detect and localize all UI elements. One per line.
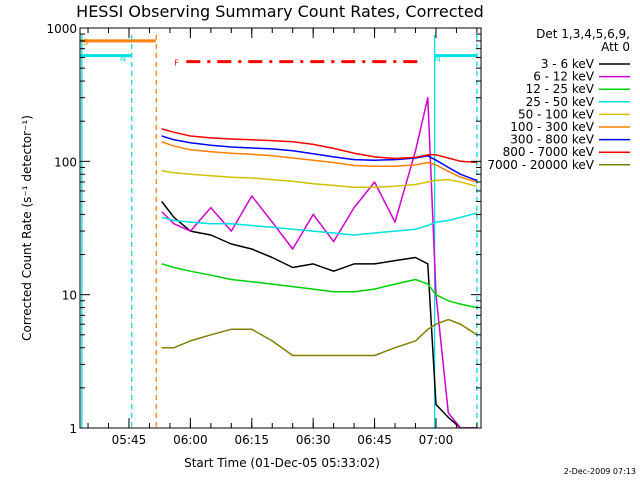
chart-title: HESSI Observing Summary Count Rates, Cor… (76, 2, 484, 21)
series-line-8 (161, 318, 478, 357)
series-line-3 (161, 212, 478, 236)
y-tick-label: 1 (69, 422, 77, 436)
x-tick-label: 06:15 (234, 433, 269, 447)
y-tick-label: 1000 (46, 22, 77, 36)
x-tick-label: 06:30 (296, 433, 331, 447)
y-tick-label: 100 (54, 155, 77, 169)
x-tick-label: 06:45 (357, 433, 392, 447)
series-line-6 (161, 135, 478, 182)
legend-label-7: 800 - 7000 keV (503, 145, 595, 159)
legend-label-2: 12 - 25 keV (526, 82, 595, 96)
x-tick-label: 05:45 (112, 433, 147, 447)
y-axis-label: Corrected Count Rate (s⁻¹ detector⁻¹) (20, 115, 34, 341)
series-line-7 (161, 128, 477, 164)
y-axis: 1 10 100 1000 (46, 22, 481, 436)
x-tick-label: 07:00 (419, 433, 454, 447)
legend-label-0: 3 - 6 keV (541, 57, 595, 71)
series-line-2 (161, 263, 478, 309)
flag-label-F: F (174, 59, 179, 68)
legend-label-3: 25 - 50 keV (526, 95, 595, 109)
footer-date: 2-Dec-2009 07:13 (564, 467, 636, 476)
series-line-5 (161, 141, 478, 183)
legend-label-1: 6 - 12 keV (533, 70, 595, 84)
plot-frame (79, 27, 482, 429)
series-line-4 (161, 169, 478, 188)
series-lines (161, 96, 478, 428)
legend-header-line-1: Det 1,3,4,5,6,9, (536, 27, 630, 41)
x-tick-label: 06:00 (173, 433, 208, 447)
x-axis-label: Start Time (01-Dec-05 05:33:02) (184, 456, 380, 470)
legend-label-8: 7000 - 20000 keV (487, 158, 594, 172)
legend-label-4: 50 - 100 keV (518, 107, 595, 121)
flag-label-N: N (435, 55, 441, 64)
legend-header-line-2: Att 0 (601, 40, 630, 54)
y-tick-label: 10 (62, 289, 77, 303)
x-axis: 05:45 06:00 06:15 06:30 06:45 07:00 (87, 28, 478, 447)
legend-label-5: 100 - 300 keV (510, 120, 594, 134)
flag-label-S: S (83, 38, 88, 47)
legend-label-6: 300 - 800 keV (510, 133, 594, 147)
flag-label-N: N (120, 55, 126, 64)
series-line-0 (161, 201, 477, 428)
flag-bars: S N N F (80, 38, 477, 68)
